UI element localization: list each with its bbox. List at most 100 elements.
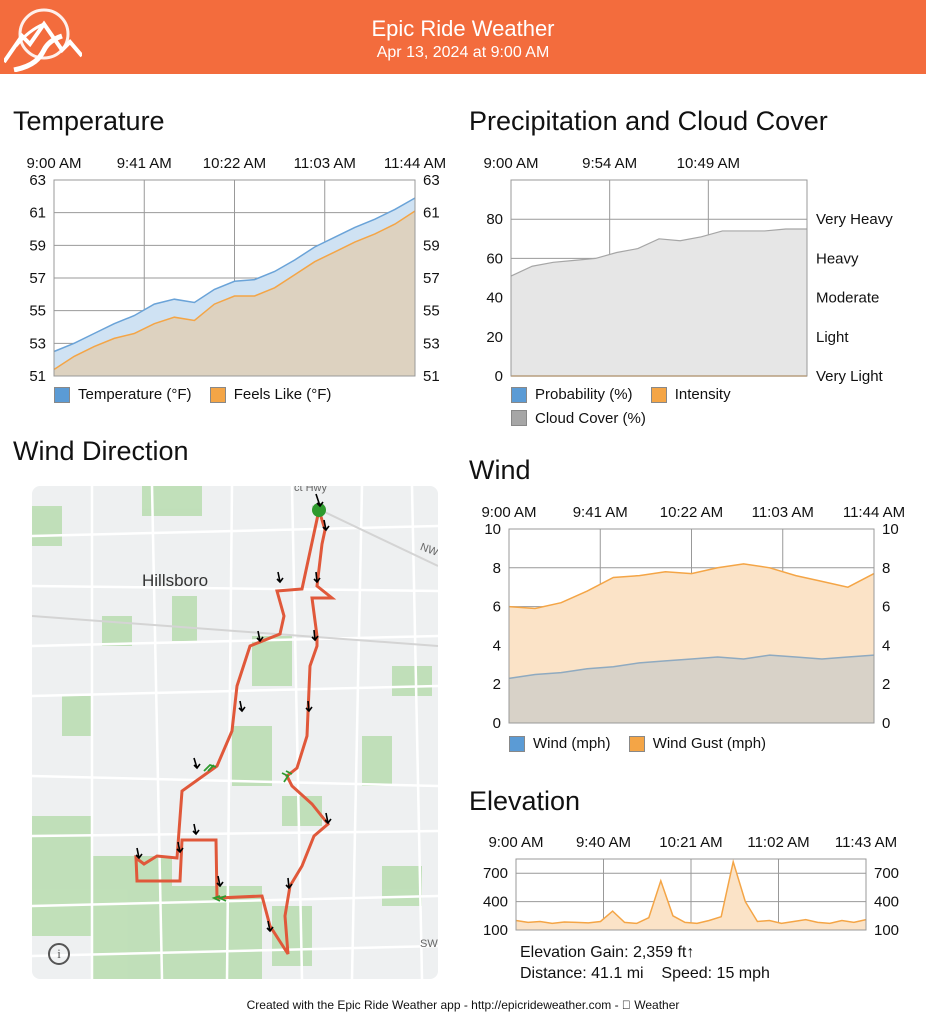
route-start-marker [312,503,326,517]
y-tick-label-right: 59 [423,237,440,254]
wind-title: Wind [469,455,531,485]
main-highway [32,505,438,647]
y-tick-label: 0 [495,368,503,385]
route-map[interactable]: Hillsboro NW SW ct Hwy i [32,486,438,979]
time-tick-label: 9:40 AM [576,834,631,851]
app-header: Epic Ride Weather Apr 13, 2024 at 9:00 A… [0,0,926,74]
y-tick-label-right: 51 [423,368,440,385]
time-tick-label: 11:03 AM [294,155,356,172]
route-line [134,509,337,955]
y-tick-label: 61 [29,205,46,222]
legend-label: Intensity [674,386,731,403]
ride-distance-speed: Distance: 41.1 mi Speed: 15 mph [520,965,770,983]
cloud-cover-area [511,229,807,376]
legend-swatch [511,410,527,426]
y-tick-label: 63 [29,172,46,189]
y-tick-label-right: 53 [423,335,440,352]
app-title: Epic Ride Weather [371,16,555,41]
wind-direction-title: Wind Direction [13,436,189,466]
y-tick-label-right: 100 [874,922,899,939]
legend-item-feels-like: Feels Like (°F) [209,386,332,403]
plot-border [53,179,416,377]
time-tick-label: 9:41 AM [573,504,628,521]
series-area [54,198,415,376]
y-tick-label-right: 55 [423,303,440,320]
series-area [509,563,874,723]
series-line [508,654,875,680]
series-area [509,655,874,723]
series-line [515,858,867,925]
time-tick-label: 10:21 AM [659,834,722,851]
y-tick-label: 40 [486,290,503,307]
series-line [53,210,416,371]
legend-swatch [511,386,527,403]
plot-area [515,858,867,931]
map-info-button[interactable]: i [48,943,70,965]
time-tick-label: 9:54 AM [582,155,637,172]
wind-arrows [135,493,332,933]
legend-swatch [650,386,667,403]
intensity-label: Moderate [816,290,879,307]
y-tick-label: 59 [29,237,46,254]
y-tick-label: 51 [29,368,46,385]
time-tick-label: 9:00 AM [26,155,81,172]
time-tick-label: 9:41 AM [117,155,172,172]
y-tick-label: 100 [483,922,508,939]
series-area [54,211,415,376]
y-tick-label: 4 [493,637,501,654]
ride-speed: Speed: 15 mph [661,965,770,982]
legend-item-wind: Wind (mph) [509,735,611,752]
series-area [516,861,866,930]
legend-item-wind-gust: Wind Gust (mph) [628,735,766,752]
y-tick-label: 6 [493,599,501,616]
map-road-label: ct Hwy [294,486,327,494]
time-tick-label: 10:22 AM [203,155,266,172]
legend-swatch [628,735,645,752]
legend-item-cloud-cover: Cloud Cover (%) [511,410,646,427]
legend-swatch [509,735,525,752]
footer-credit: Created with the Epic Ride Weather app -… [247,998,680,1012]
cloud-cover-line [510,228,807,277]
time-tick-label: 11:44 AM [843,504,905,521]
legend-label: Temperature (°F) [78,386,192,403]
time-tick-label: 10:22 AM [660,504,723,521]
legend-label: Probability (%) [535,386,633,403]
wind-gust-markers [203,763,293,902]
precipitation-title: Precipitation and Cloud Cover [469,106,828,136]
intensity-label: Very Light [816,368,884,385]
temperature-title: Temperature [13,106,165,136]
time-tick-label: 11:02 AM [747,834,809,851]
map-place-label: Hillsboro [142,571,209,590]
y-tick-label: 55 [29,303,46,320]
map-road-label: SW [420,938,438,950]
y-tick-label: 60 [486,250,503,267]
ride-date: Apr 13, 2024 at 9:00 AM [376,44,550,61]
ride-distance: Distance: 41.1 mi [520,965,644,982]
time-tick-label: 9:00 AM [483,155,538,172]
intensity-label: Very Heavy [816,211,893,228]
y-tick-label-right: 8 [882,560,890,577]
y-tick-label: 57 [29,270,46,287]
y-tick-label-right: 2 [882,676,890,693]
intensity-label: Light [816,329,849,346]
route-map-canvas [32,486,438,979]
time-tick-label: 9:00 AM [481,504,536,521]
y-tick-label: 700 [483,865,508,882]
y-tick-label: 10 [484,521,501,538]
elevation-gain: Elevation Gain: 2,359 ft↑ [520,944,695,961]
plot-area [53,179,416,377]
temperature-legend: Temperature (°F) Feels Like (°F) [54,386,345,407]
legend-label: Cloud Cover (%) [535,409,646,427]
legend-label: Feels Like (°F) [233,386,332,403]
plot-area [510,179,808,377]
legend-item-probability: Probability (%) [511,386,633,403]
intensity-label: Heavy [816,250,859,267]
y-tick-label-right: 61 [423,205,440,222]
plot-area [508,528,875,724]
wind-legend: Wind (mph) Wind Gust (mph) [509,735,780,756]
y-tick-label-right: 700 [874,865,899,882]
legend-item-temperature: Temperature (°F) [54,386,192,403]
y-tick-label-right: 10 [882,521,899,538]
road-grid [32,486,438,979]
y-tick-label: 53 [29,335,46,352]
